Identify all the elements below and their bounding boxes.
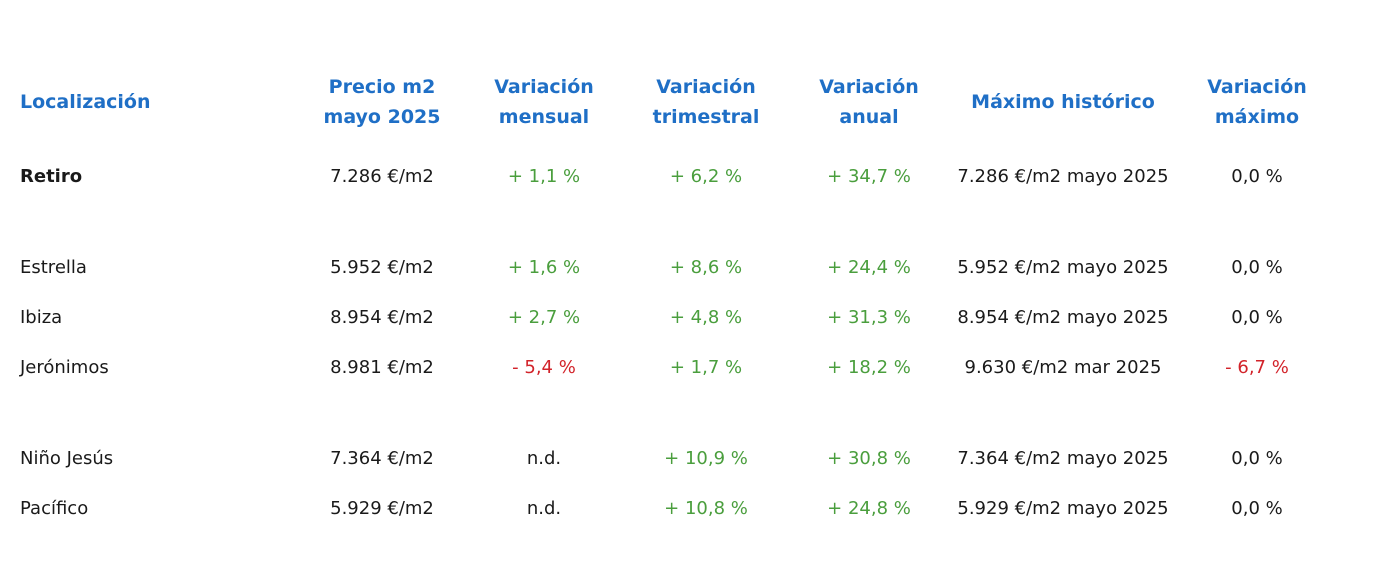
header-price: Precio m2 mayo 2025 bbox=[323, 76, 441, 128]
row-var-max: 0,0 % bbox=[1231, 257, 1283, 278]
row-location: Estrella bbox=[20, 257, 87, 278]
row-quarterly: + 4,8 % bbox=[669, 307, 743, 328]
row-quarterly: + 8,6 % bbox=[669, 257, 743, 278]
row-var-max: 0,0 % bbox=[1231, 448, 1283, 469]
header-historical-max: Máximo histórico bbox=[971, 91, 1155, 113]
row-location: Ibiza bbox=[20, 307, 63, 328]
row-annual: + 34,7 % bbox=[827, 166, 911, 187]
row-var-max: 0,0 % bbox=[1231, 307, 1283, 328]
row-annual: + 31,3 % bbox=[827, 307, 911, 328]
header-max-variation: Variación máximo bbox=[1207, 76, 1307, 128]
row-quarterly: + 6,2 % bbox=[669, 166, 743, 187]
row-max-hist: 5.952 €/m2 mayo 2025 bbox=[957, 257, 1169, 278]
row-quarterly: + 10,8 % bbox=[664, 498, 748, 519]
row-var-max: - 6,7 % bbox=[1225, 357, 1289, 378]
row-max-hist: 7.286 €/m2 mayo 2025 bbox=[957, 166, 1169, 187]
row-monthly: n.d. bbox=[526, 448, 562, 469]
row-annual: + 18,2 % bbox=[827, 357, 911, 378]
header-monthly-variation: Variación mensual bbox=[494, 76, 594, 128]
row-price: 8.954 €/m2 bbox=[330, 307, 434, 328]
header-location: Localización bbox=[20, 91, 151, 113]
row-max-hist: 7.364 €/m2 mayo 2025 bbox=[957, 448, 1169, 469]
row-price: 7.364 €/m2 bbox=[330, 448, 434, 469]
row-annual: + 24,4 % bbox=[827, 257, 911, 278]
row-price: 5.952 €/m2 bbox=[330, 257, 434, 278]
row-price: 5.929 €/m2 bbox=[330, 498, 434, 519]
header-annual-variation: Variación anual bbox=[819, 76, 919, 128]
header-quarterly-variation: Variación trimestral bbox=[652, 76, 760, 128]
row-monthly: - 5,4 % bbox=[512, 357, 576, 378]
row-monthly: + 2,7 % bbox=[507, 307, 581, 328]
row-location: Pacífico bbox=[20, 498, 89, 519]
row-monthly: n.d. bbox=[526, 498, 562, 519]
row-monthly: + 1,6 % bbox=[507, 257, 581, 278]
row-var-max: 0,0 % bbox=[1231, 498, 1283, 519]
row-location: Jerónimos bbox=[20, 357, 109, 378]
row-quarterly: + 1,7 % bbox=[669, 357, 743, 378]
row-max-hist: 9.630 €/m2 mar 2025 bbox=[964, 357, 1162, 378]
row-location: Retiro bbox=[20, 166, 83, 187]
row-quarterly: + 10,9 % bbox=[664, 448, 748, 469]
row-annual: + 24,8 % bbox=[827, 498, 911, 519]
row-max-hist: 8.954 €/m2 mayo 2025 bbox=[957, 307, 1169, 328]
row-max-hist: 5.929 €/m2 mayo 2025 bbox=[957, 498, 1169, 519]
row-price: 7.286 €/m2 bbox=[330, 166, 434, 187]
row-monthly: + 1,1 % bbox=[507, 166, 581, 187]
row-annual: + 30,8 % bbox=[827, 448, 911, 469]
row-location: Niño Jesús bbox=[20, 448, 114, 469]
row-var-max: 0,0 % bbox=[1231, 166, 1283, 187]
row-price: 8.981 €/m2 bbox=[330, 357, 434, 378]
